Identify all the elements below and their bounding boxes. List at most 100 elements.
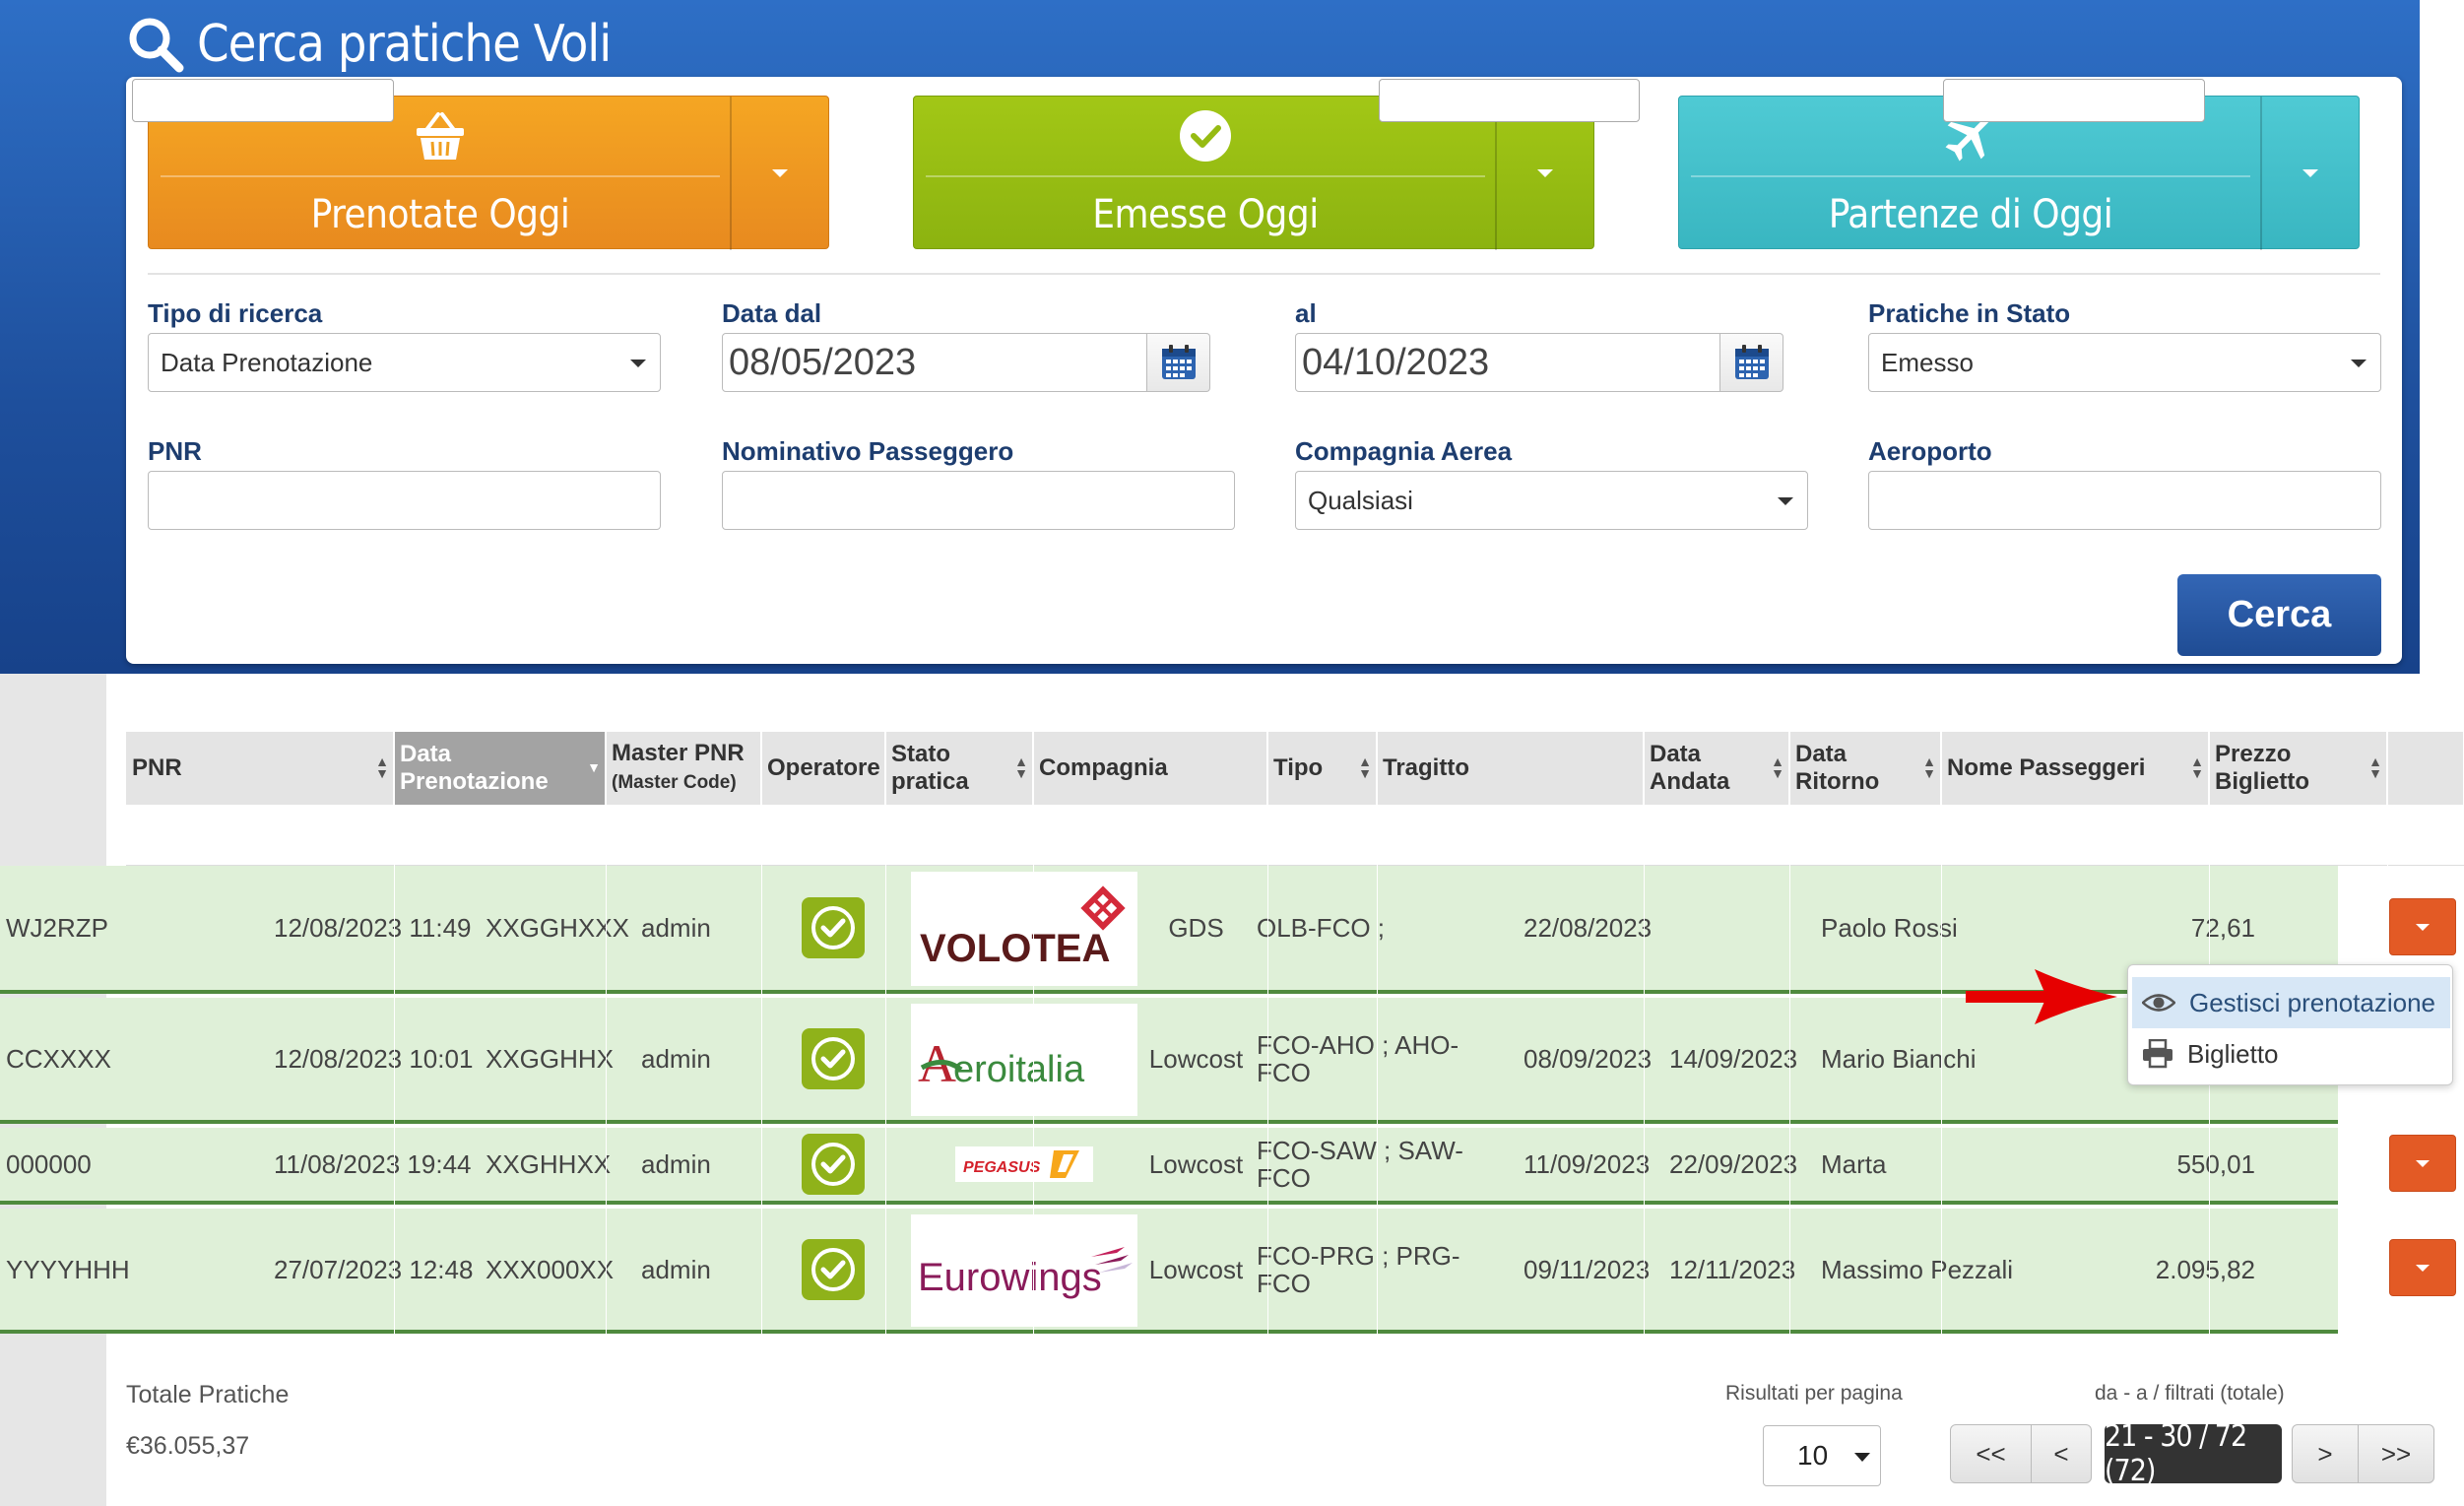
airline-logo-pegasus: PEGASUS [907, 1128, 1141, 1201]
col-passengers-label: Nome Passeggeri [1947, 754, 2146, 781]
cell-operator: admin [641, 1044, 711, 1074]
table-row[interactable]: 000000 11/08/2023 19:44 XXGHHXX admin PE… [0, 1128, 2338, 1205]
issued-today-dropdown[interactable] [1495, 97, 1593, 250]
sort-icon: ▲ ▼ [1771, 753, 1784, 781]
cell-route-line-2: FCO [1257, 1268, 1311, 1298]
cell-operator: admin [641, 1254, 711, 1284]
col-status[interactable]: Stato pratica ▲ ▼ [885, 732, 1033, 805]
search-button[interactable]: Cerca [2177, 574, 2381, 656]
cell-route-line-1: FCO-PRG ; PRG- [1257, 1240, 1460, 1271]
status-issued-icon [802, 1238, 865, 1300]
cell-route: FCO-PRG ; PRG- FCO [1251, 1209, 1518, 1330]
page-range-indicator: 21 - 30 / 72 (72) [2105, 1419, 2282, 1488]
cell-ret-date: 12/11/2023 [1669, 1254, 1796, 1284]
status-select[interactable]: Emesso [1868, 333, 2381, 392]
cell-passengers: Marta [1821, 1149, 1887, 1179]
cell-dep-date: 11/09/2023 [1524, 1149, 1651, 1179]
col-price[interactable]: Prezzo Biglietto ▲ ▼ [2209, 732, 2387, 805]
booked-today-label: Prenotate Oggi [310, 192, 570, 237]
col-airline[interactable]: Compagnia [1033, 732, 1267, 805]
cell-ret-date: 22/09/2023 [1669, 1149, 1798, 1179]
cell-status [759, 1209, 907, 1330]
caret-down-icon [1778, 497, 1793, 505]
col-dep-date-label-2: Andata [1650, 768, 1730, 795]
caret-down-icon [1854, 1453, 1870, 1462]
cell-route-line-2: FCO [1257, 1058, 1311, 1087]
caret-down-icon [2302, 169, 2318, 177]
cell-type: GDS [1168, 913, 1224, 943]
booked-today-button[interactable]: Prenotate Oggi [148, 96, 829, 250]
booked-today-dropdown[interactable] [730, 97, 828, 250]
pnr-column-filter[interactable] [132, 79, 394, 122]
col-booking-date[interactable]: Data Prenotazione ▼ [394, 732, 606, 805]
airline-logo-volotea: VOLOTEA [911, 872, 1137, 986]
date-from-label: Data dal [722, 298, 822, 328]
search-type-select[interactable]: Data Prenotazione [148, 333, 661, 392]
col-dep-date[interactable]: Data Andata ▲ ▼ [1644, 732, 1789, 805]
col-route[interactable]: Tragitto [1377, 732, 1644, 805]
cell-status [759, 866, 907, 990]
airplane-icon [1945, 115, 1991, 162]
cell-master-pnr: XXGHHXX [486, 1149, 612, 1179]
column-divider [1644, 732, 1645, 1338]
pnr-input[interactable] [148, 471, 661, 530]
cell-dep-date: 09/11/2023 [1524, 1254, 1651, 1284]
cell-passengers: Paolo Rossi [1821, 913, 1958, 943]
date-to-input[interactable]: 04/10/2023 [1295, 333, 1720, 392]
total-value: €36.055,37 [126, 1432, 250, 1460]
col-operator[interactable]: Operatore [761, 732, 885, 805]
row-actions-button[interactable] [2389, 898, 2456, 955]
airline-logo-aeroitalia: A eroitalia [911, 1004, 1137, 1116]
col-ret-date[interactable]: Data Ritorno ▲ ▼ [1789, 732, 1941, 805]
column-divider [606, 732, 607, 1338]
cell-ret-date [1663, 866, 1815, 990]
col-pnr[interactable]: PNR ▲ ▼ [126, 732, 394, 805]
page-title-text: Cerca pratiche Voli [197, 15, 612, 74]
printer-icon [2143, 1039, 2172, 1069]
prev-page-button[interactable]: < [2031, 1424, 2092, 1483]
first-page-button[interactable]: << [1950, 1424, 2032, 1483]
col-master-pnr[interactable]: Master PNR (Master Code) [606, 732, 761, 805]
col-master-pnr-label-1: Master PNR [612, 740, 745, 766]
date-to-calendar-button[interactable] [1720, 333, 1783, 392]
date-from-calendar-button[interactable] [1147, 333, 1210, 392]
per-page-select[interactable]: 10 [1763, 1425, 1881, 1486]
col-passengers[interactable]: Nome Passeggeri ▲ ▼ [1941, 732, 2209, 805]
col-type[interactable]: Tipo ▲ ▼ [1267, 732, 1377, 805]
route-column-filter[interactable] [1379, 79, 1640, 122]
next-page-button[interactable]: > [2292, 1424, 2359, 1483]
per-page-label: Risultati per pagina [1725, 1382, 1903, 1405]
departures-today-dropdown[interactable] [2260, 97, 2359, 250]
ticket-menu-item[interactable]: Biglietto [2132, 1028, 2450, 1080]
airport-input[interactable] [1868, 471, 2381, 530]
airline-logo-text: Eurowings [918, 1256, 1102, 1299]
check-circle-icon [1180, 110, 1231, 162]
cell-pnr: CCXXXX [6, 1044, 111, 1074]
cell-type: Lowcost [1148, 1149, 1244, 1179]
cell-route-line-1: OLB-FCO ; [1257, 913, 1386, 943]
row-actions-menu: Gestisci prenotazione Biglietto [2127, 964, 2453, 1085]
col-price-label-1: Prezzo [2215, 741, 2292, 767]
caret-down-icon [2416, 923, 2430, 931]
passenger-input[interactable] [722, 471, 1235, 530]
cell-operator: admin [641, 1149, 711, 1179]
table-row[interactable]: YYYYHHH 27/07/2023 12:48 XXX000XX admin … [0, 1209, 2338, 1334]
col-price-label-2: Biglietto [2215, 768, 2309, 795]
last-page-button[interactable]: >> [2358, 1424, 2434, 1483]
airline-select[interactable]: Qualsiasi [1295, 471, 1808, 530]
cell-pnr: WJ2RZP [6, 913, 108, 943]
table-row[interactable]: WJ2RZP 12/08/2023 11:49 XXGGHXXX admin V… [0, 866, 2338, 994]
cell-passengers: Massimo Pezzali [1821, 1254, 2014, 1284]
table-row[interactable]: CCXXXX 12/08/2023 10:01 XXGGHHX admin A … [0, 998, 2338, 1124]
row-actions-button[interactable] [2389, 1135, 2456, 1192]
date-from-input[interactable]: 08/05/2023 [722, 333, 1147, 392]
row-actions-button[interactable] [2389, 1239, 2456, 1296]
cell-route-line-1: FCO-AHO ; AHO- [1257, 1030, 1459, 1060]
column-divider [394, 732, 395, 1338]
status-issued-icon [802, 1134, 865, 1195]
col-pnr-label: PNR [132, 754, 182, 781]
ticket-label: Biglietto [2187, 1038, 2279, 1069]
manage-booking-menu-item[interactable]: Gestisci prenotazione [2132, 977, 2450, 1028]
range-label: da - a / filtrati (totale) [2095, 1382, 2285, 1405]
passengers-column-filter[interactable] [1943, 79, 2205, 122]
